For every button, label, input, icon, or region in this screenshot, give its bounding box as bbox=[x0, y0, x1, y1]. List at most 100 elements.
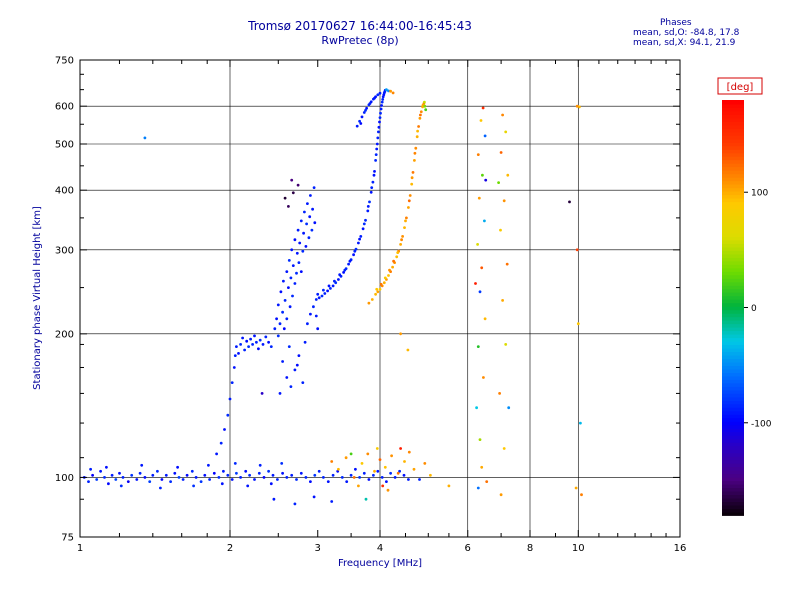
y-tick-label: 75 bbox=[61, 533, 74, 544]
data-point bbox=[293, 502, 297, 506]
data-point bbox=[281, 310, 284, 314]
data-point bbox=[375, 142, 379, 146]
data-point bbox=[375, 447, 379, 450]
data-point bbox=[329, 287, 332, 290]
data-point bbox=[326, 480, 330, 483]
data-point bbox=[212, 471, 216, 475]
data-point bbox=[130, 473, 134, 477]
data-point bbox=[368, 200, 371, 204]
data-point bbox=[169, 480, 173, 483]
data-point bbox=[380, 476, 384, 479]
data-point bbox=[303, 210, 306, 214]
data-point bbox=[105, 465, 108, 469]
data-point bbox=[375, 287, 379, 291]
data-point bbox=[370, 298, 374, 301]
data-point bbox=[359, 122, 363, 125]
data-point bbox=[151, 473, 155, 477]
data-point bbox=[316, 292, 320, 296]
data-point bbox=[317, 469, 321, 473]
data-point bbox=[385, 88, 388, 91]
data-point bbox=[423, 462, 427, 465]
data-point bbox=[381, 484, 385, 488]
data-point bbox=[373, 469, 376, 473]
data-point bbox=[505, 262, 509, 266]
data-point bbox=[359, 235, 363, 238]
data-point bbox=[307, 236, 311, 240]
data-point bbox=[364, 109, 367, 112]
data-point bbox=[291, 294, 294, 298]
data-point bbox=[399, 447, 402, 450]
data-point bbox=[220, 482, 224, 486]
data-point bbox=[126, 480, 130, 483]
data-point bbox=[366, 205, 370, 208]
data-point bbox=[367, 301, 371, 305]
data-point bbox=[267, 469, 270, 473]
data-point bbox=[314, 314, 318, 318]
data-point bbox=[317, 296, 321, 300]
data-point bbox=[481, 173, 484, 177]
x-axis-label: Frequency [MHz] bbox=[338, 558, 422, 569]
data-point bbox=[296, 183, 300, 187]
data-point bbox=[95, 478, 99, 481]
data-point bbox=[413, 159, 416, 162]
data-point bbox=[342, 271, 345, 274]
data-point bbox=[507, 406, 511, 410]
data-point bbox=[91, 473, 94, 477]
colorbar-tick-label: 100 bbox=[751, 189, 768, 199]
data-point bbox=[354, 467, 357, 471]
data-point bbox=[309, 312, 312, 316]
data-point bbox=[485, 480, 489, 483]
data-point bbox=[299, 219, 303, 223]
data-point bbox=[502, 199, 506, 203]
data-point bbox=[371, 180, 375, 184]
data-point bbox=[398, 469, 401, 473]
data-point bbox=[304, 245, 308, 248]
data-point bbox=[484, 178, 488, 182]
data-point bbox=[400, 238, 403, 242]
data-point bbox=[391, 265, 394, 269]
data-point bbox=[364, 218, 367, 222]
data-point bbox=[185, 473, 189, 477]
data-point bbox=[408, 194, 412, 197]
data-point bbox=[416, 129, 419, 133]
data-point bbox=[389, 471, 392, 475]
data-point bbox=[296, 228, 300, 232]
data-point bbox=[366, 209, 370, 213]
data-point bbox=[298, 241, 302, 245]
data-point bbox=[311, 207, 314, 211]
data-point bbox=[358, 476, 361, 479]
data-point bbox=[474, 282, 477, 285]
data-point bbox=[262, 476, 266, 479]
data-point bbox=[285, 376, 289, 379]
data-point bbox=[276, 478, 279, 481]
x-tick-label: 6 bbox=[465, 543, 471, 554]
data-point bbox=[424, 108, 428, 112]
data-point bbox=[228, 397, 232, 401]
data-point bbox=[222, 469, 225, 473]
data-point bbox=[360, 462, 364, 465]
y-tick-label: 600 bbox=[55, 102, 74, 113]
data-point bbox=[282, 327, 286, 331]
scatter-points bbox=[82, 88, 583, 506]
data-point bbox=[407, 199, 411, 203]
data-point bbox=[390, 454, 393, 458]
data-point bbox=[375, 147, 379, 151]
data-point bbox=[476, 345, 480, 348]
data-point bbox=[295, 478, 298, 481]
data-point bbox=[297, 261, 301, 264]
data-point bbox=[143, 476, 147, 479]
data-point bbox=[192, 484, 196, 488]
data-point bbox=[389, 89, 392, 93]
data-point bbox=[383, 90, 387, 93]
data-point bbox=[372, 473, 375, 477]
data-point bbox=[378, 91, 382, 95]
data-point bbox=[330, 500, 334, 503]
data-point bbox=[177, 476, 181, 479]
data-point bbox=[143, 136, 147, 140]
data-point bbox=[360, 115, 364, 119]
colorbar-label: [deg] bbox=[727, 82, 754, 93]
data-point bbox=[504, 130, 508, 134]
data-point bbox=[396, 471, 400, 475]
data-point bbox=[207, 463, 210, 467]
data-point bbox=[232, 366, 236, 369]
